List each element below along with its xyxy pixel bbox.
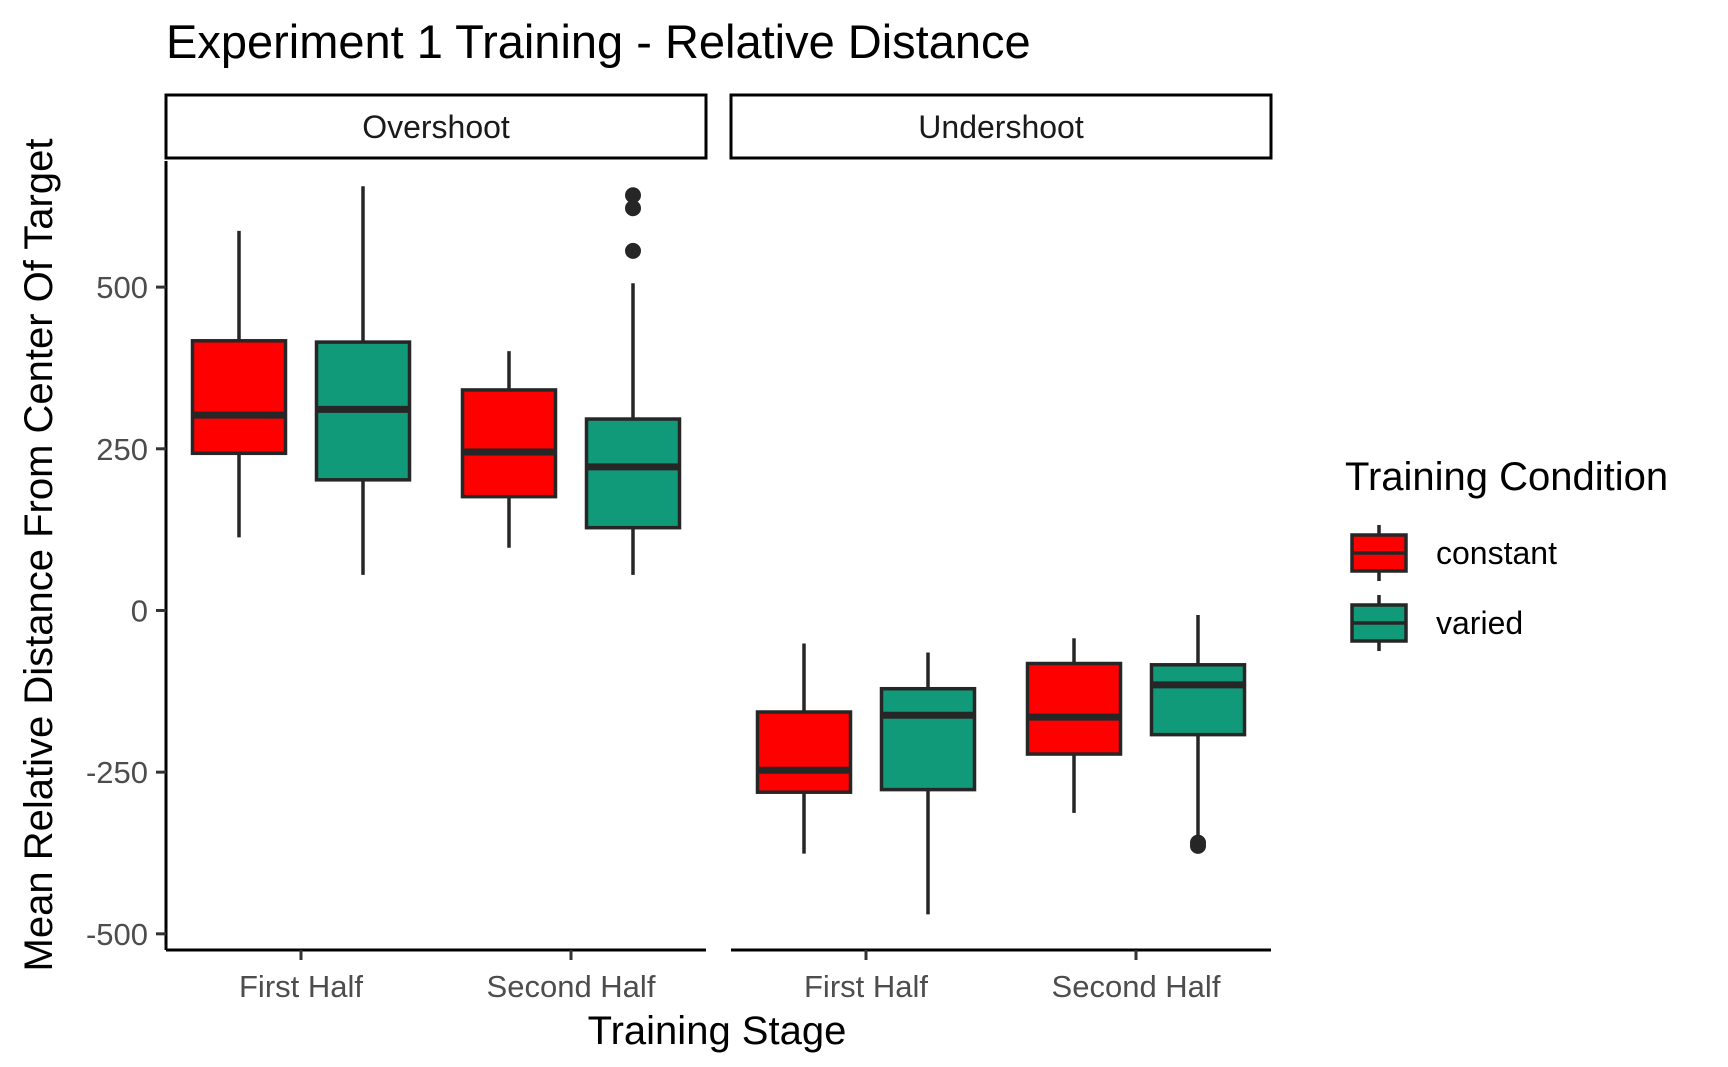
box-varied-second-half [584,187,682,575]
legend-entry-varied: varied [1350,595,1523,651]
x-axis-title: Training Stage [588,1009,847,1053]
outlier-point [625,242,641,259]
y-tick-label: 250 [96,432,148,467]
facet-panel-overshoot: Overshoot First Half Second Half -500 -250 0 2… [86,93,708,1004]
facet-strip-box [164,93,708,160]
legend-entry-constant: constant [1350,525,1557,581]
box-varied-second-half [1149,614,1247,854]
box-body [584,417,682,530]
x-tick-label: First Half [804,969,928,1004]
box-varied-first-half [879,652,977,915]
box-constant-first-half [755,643,853,854]
box-constant-first-half [190,230,288,538]
y-tick-label: -250 [86,755,148,790]
box-varied-first-half [314,186,412,575]
x-tick-label: Second Half [487,969,656,1004]
y-tick-label: 500 [96,270,148,305]
facet-panel-undershoot: Undershoot First Half Second Half [729,93,1273,1004]
legend-title: Training Condition [1345,455,1668,499]
box-constant-second-half [1025,638,1123,813]
x-tick-label: First Half [239,969,363,1004]
box-body [190,339,288,456]
outlier-point [1190,837,1206,854]
box-body [1149,663,1247,737]
facet-panels: Overshoot First Half Second Half -500 -250 0 2… [86,93,1273,1004]
outlier-point [625,187,641,204]
box-body [755,710,853,794]
facet-strip-label: Overshoot [362,109,510,145]
box-body [460,388,558,499]
box-body [1025,661,1123,756]
legend-entry-label: varied [1436,605,1523,641]
box-body [879,686,977,792]
y-axis-title: Mean Relative Distance From Center Of Ta… [17,139,61,972]
x-tick-label: Second Half [1052,969,1221,1004]
facet-strip-box [729,93,1273,160]
y-tick-label: -500 [86,917,148,952]
legend: Training Condition constant varied [1345,455,1668,651]
y-tick-label: 0 [131,593,148,628]
facet-strip-label: Undershoot [918,109,1084,145]
legend-entry-label: constant [1436,535,1557,571]
chart-title: Experiment 1 Training - Relative Distanc… [166,15,1031,68]
box-constant-second-half [460,351,558,548]
outlier-point [625,200,641,217]
